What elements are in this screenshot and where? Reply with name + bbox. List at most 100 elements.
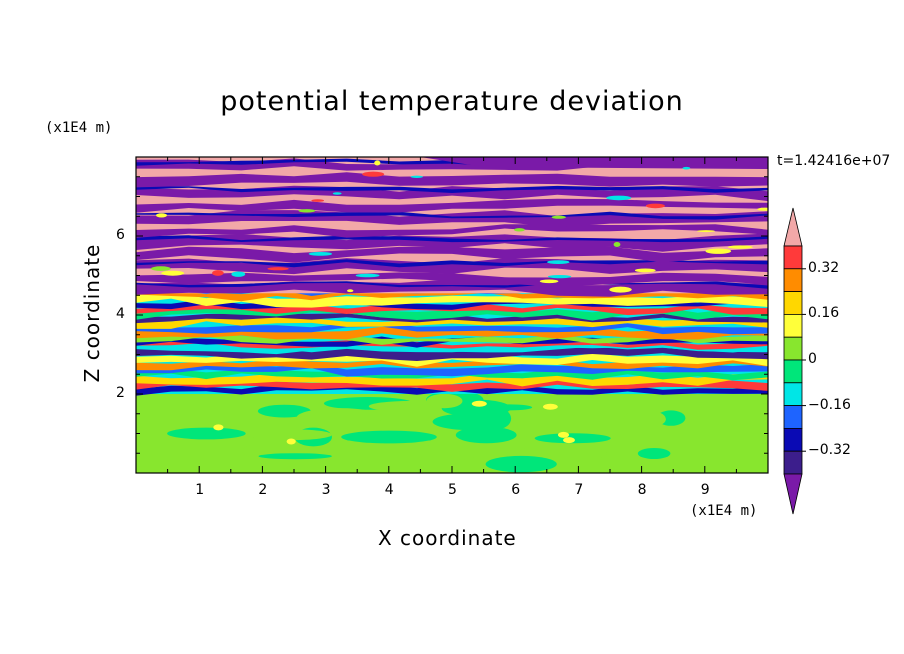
interface-blob — [347, 289, 354, 293]
colorbar-box — [783, 336, 803, 361]
interface-blob — [697, 230, 715, 233]
interface-blob — [634, 268, 656, 273]
upper-purple-band — [136, 258, 768, 275]
lower-layer-eddy — [257, 404, 311, 418]
colorbar-bottom-extension — [783, 473, 803, 515]
x-tick-label: 3 — [321, 482, 331, 498]
x-axis-unit: (x1E4 m) — [690, 503, 758, 519]
upper-blue-edge — [136, 259, 768, 268]
interface-blob — [539, 279, 559, 284]
interface-blob — [374, 160, 381, 166]
chart-title: potential temperature deviation — [220, 86, 684, 117]
colorbar-box — [783, 291, 803, 315]
interface-blob — [645, 203, 665, 209]
colorbar-tick-label: −0.32 — [808, 442, 851, 459]
z-tick-label: 4 — [116, 306, 125, 322]
lower-layer-eddy — [487, 404, 533, 411]
interface-blob — [362, 171, 385, 177]
interface-blob — [547, 275, 572, 279]
upper-purple-band — [136, 172, 768, 188]
transition-band — [136, 340, 768, 350]
colorbar-box — [783, 359, 803, 384]
interface-blob — [355, 273, 380, 278]
transition-band — [136, 313, 768, 324]
lower-layer-warm-spot — [213, 424, 224, 431]
colorbar-box — [783, 450, 803, 475]
interface-blob — [705, 248, 732, 254]
lower-layer-eddy — [296, 408, 383, 427]
colorbar-box — [783, 427, 803, 452]
interface-blob — [298, 209, 316, 213]
x-tick-label: 5 — [448, 482, 457, 498]
interface-blob — [212, 270, 224, 276]
z-tick-label: 2 — [116, 385, 125, 401]
colorbar — [783, 207, 806, 515]
z-tick-label: 6 — [116, 227, 125, 243]
lower-layer-eddy — [637, 448, 671, 459]
upper-blue-edge — [136, 281, 768, 289]
interface-blob — [606, 195, 632, 201]
interface-blob — [267, 267, 289, 271]
interface-blob — [682, 166, 691, 170]
colorbar-box — [783, 245, 803, 270]
transition-band — [136, 326, 768, 340]
x-tick-label: 1 — [195, 482, 205, 498]
colorbar-tick-label: −0.16 — [808, 396, 851, 413]
interface-blob — [155, 213, 168, 218]
x-tick-label: 8 — [637, 482, 647, 498]
upper-purple-band — [136, 224, 768, 238]
interface-blob — [609, 286, 632, 293]
colorbar-box — [783, 382, 803, 406]
heatmap-field — [136, 157, 768, 473]
transition-band — [136, 288, 768, 302]
interface-blob — [308, 252, 333, 256]
x-tick-label: 9 — [700, 482, 710, 498]
upper-blue-edge — [136, 211, 768, 220]
transition-band — [136, 292, 768, 308]
upper-purple-band — [136, 198, 768, 213]
lower-layer-eddy — [247, 429, 332, 441]
colorbar-tick-label: 0 — [808, 351, 817, 367]
transition-band — [136, 333, 768, 345]
lower-layer-warm-spot — [563, 437, 575, 444]
x-tick-label: 6 — [511, 482, 521, 498]
x-axis-label: X coordinate — [378, 526, 517, 550]
interface-blob — [613, 242, 621, 247]
lower-layer-eddy — [414, 443, 481, 461]
interface-blob — [332, 192, 342, 195]
interface-blob — [231, 271, 246, 277]
upper-blue-edge — [136, 185, 768, 193]
time-annotation: t=1.42416e+07 — [777, 153, 891, 169]
lower-layer-eddy — [485, 455, 557, 473]
lower-layer-warm-spot — [543, 403, 558, 410]
upper-purple-band — [136, 272, 768, 287]
colorbar-box — [783, 268, 803, 292]
lower-layer-eddy — [426, 393, 463, 409]
upper-blue-edge — [136, 235, 768, 243]
lower-layer-eddy — [258, 453, 332, 460]
transition-band — [136, 359, 768, 371]
interface-blob — [551, 215, 566, 219]
transition-band — [136, 379, 768, 392]
interface-blob — [151, 266, 171, 271]
lower-layer-warm-spot — [286, 438, 296, 445]
axis-ticks — [136, 157, 768, 473]
lower-layer-eddy — [432, 413, 508, 431]
upper-purple-band — [136, 279, 768, 297]
colorbar-top-extension — [783, 207, 803, 247]
colorbar-tick-label: 0.16 — [808, 305, 840, 322]
y-axis-label: Z coordinate — [80, 243, 104, 383]
lower-layer-warm-spot — [471, 400, 487, 407]
interface-blob — [547, 260, 570, 264]
colorbar-box — [783, 405, 803, 429]
x-tick-label: 2 — [258, 482, 268, 498]
lower-layer-warm-spot — [557, 431, 570, 438]
x-tick-label: 4 — [384, 482, 394, 498]
interface-blob — [757, 207, 768, 211]
lower-layer-eddy — [167, 427, 246, 440]
interface-blob — [410, 175, 423, 178]
z-axis-unit: (x1E4 m) — [45, 120, 113, 136]
top-purple-cap — [420, 157, 768, 169]
